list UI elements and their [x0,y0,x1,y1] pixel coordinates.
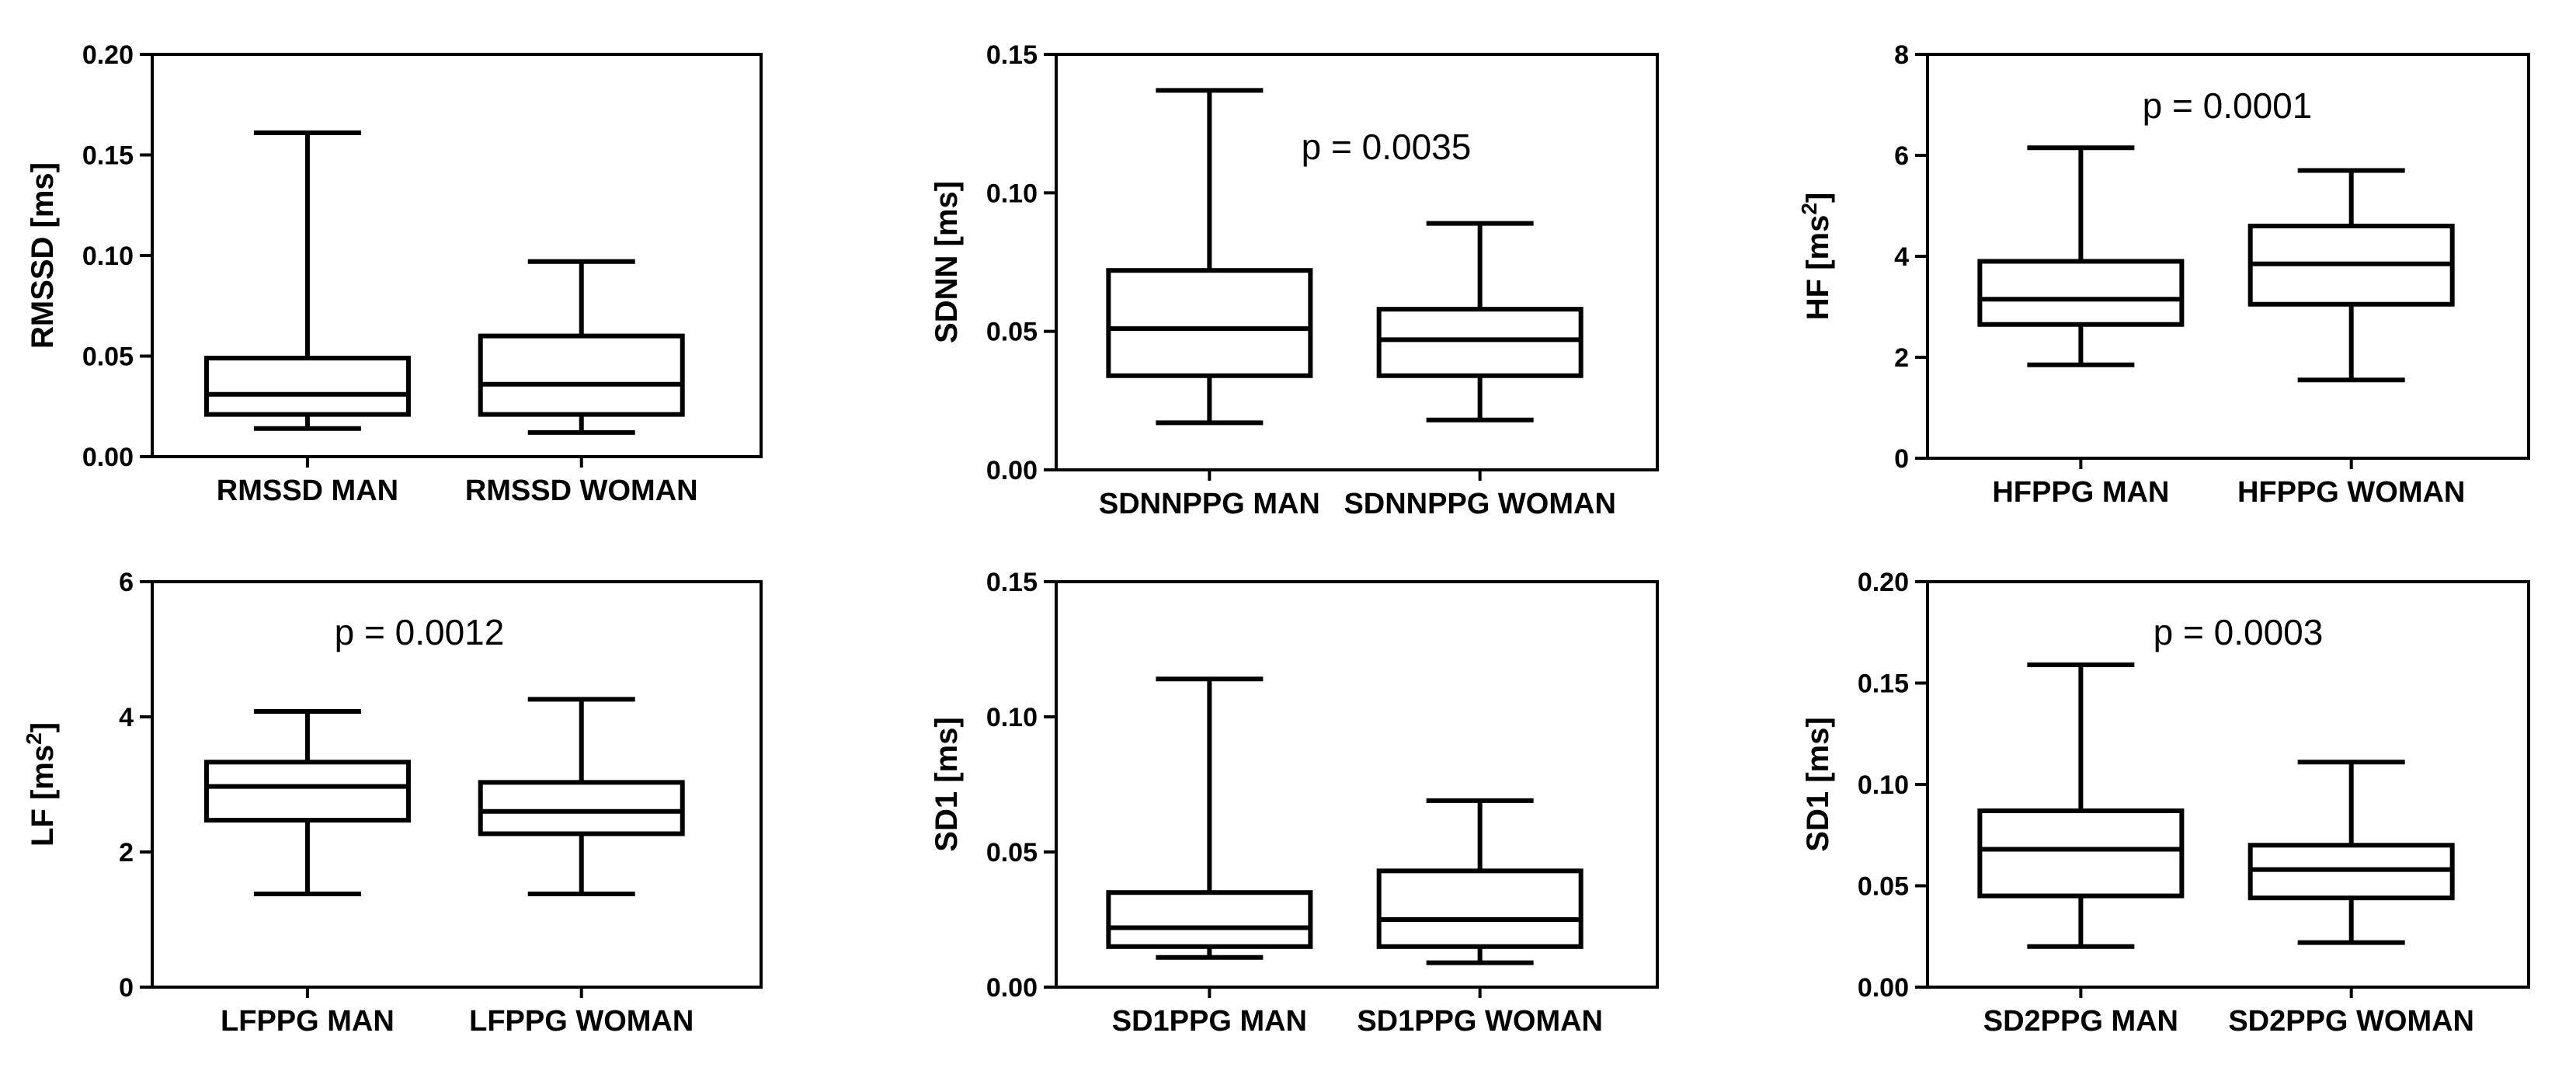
iqr-box [478,333,685,417]
y-tick-label: 0.15 [986,568,1038,597]
y-tick-label: 0.05 [986,838,1038,868]
p-value-annotation: p = 0.0003 [2154,612,2324,652]
iqr-box [1106,890,1313,949]
y-tick-label: 0.00 [986,973,1038,1003]
y-tick-label: 0 [1894,444,1909,474]
y-tick-label: 4 [119,703,134,732]
y-tick-label: 0.10 [82,242,134,271]
y-tick-label: 2 [1894,343,1909,373]
x-category-label: HFPPG WOMAN [2237,476,2465,509]
iqr-box [203,760,411,823]
x-category-label: RMSSD WOMAN [465,475,698,507]
plot-frame [1055,580,1659,989]
iqr-box [1977,259,2185,327]
box-woman: RMSSD WOMAN [465,259,698,507]
chart-panel-4: 0 2 4 6 LF [ms2] LFPPG MAN LFPPG WOMAN p = 0.00… [22,568,763,1038]
iqr-box [1106,268,1313,378]
x-category-label: LFPPG MAN [221,1005,395,1038]
y-axis-title: RMSSD [ms] [26,162,60,349]
y-tick-label: 0.15 [1858,669,1909,699]
y-tick-label: 6 [1894,141,1909,171]
x-category-label: SD2PPG WOMAN [2228,1005,2474,1038]
plot-frame [151,580,763,989]
x-category-label: SD1PPG MAN [1112,1005,1307,1038]
p-value-annotation: p = 0.0001 [2143,85,2313,126]
y-tick-label: 0.20 [82,40,134,70]
iqr-box [1376,307,1583,378]
y-axis-title: HF [ms2] [1797,193,1836,320]
box-woman: HFPPG WOMAN [2237,168,2465,509]
y-tick-label: 0.00 [82,443,134,472]
box-man: SD2PPG MAN [1977,662,2185,1038]
y-tick-label: 8 [1894,40,1909,70]
y-tick-label: 0.00 [986,456,1038,485]
box-man: LFPPG MAN [203,709,411,1038]
y-axis-title: SD1 [ms] [930,717,964,851]
iqr-box [1977,808,2185,899]
y-axis-title: LF [ms2] [22,722,61,847]
x-category-label: HFPPG MAN [1992,476,2169,509]
plot-frame [1055,53,1659,471]
x-category-label: RMSSD MAN [217,475,398,507]
x-category-label: SDNNPPG WOMAN [1344,488,1615,520]
y-tick-label: 0.05 [1858,872,1909,902]
x-category-label: SDNNPPG MAN [1099,488,1320,520]
box-man: SDNNPPG MAN [1099,88,1320,520]
y-tick-label: 0.05 [986,318,1038,347]
iqr-box [478,780,685,836]
iqr-box [1376,868,1583,949]
chart-panel-2: 0.00 0.05 0.10 0.15 SDNN [ms] SDNNPPG MAN SDNN… [930,40,1659,520]
chart-panel-1: 0.00 0.05 0.10 0.15 0.20 RMSSD [ms] RMSSD MAN R… [26,40,763,507]
box-man: SD1PPG MAN [1106,676,1313,1038]
x-category-label: SD2PPG MAN [1983,1005,2178,1038]
box-man: RMSSD MAN [203,130,411,507]
p-value-annotation: p = 0.0035 [1302,127,1472,167]
x-category-label: LFPPG WOMAN [469,1005,694,1038]
y-tick-label: 6 [119,568,134,597]
chart-panel-6: 0.00 0.05 0.10 0.15 0.20 SD1 [ms] SD2PPG MAN SD… [1801,568,2530,1038]
y-tick-label: 2 [119,838,134,868]
p-value-annotation: p = 0.0012 [335,612,505,652]
y-tick-label: 4 [1894,242,1909,272]
box-man: HFPPG MAN [1977,145,2185,509]
y-tick-label: 0.10 [986,179,1038,208]
x-category-label: SD1PPG WOMAN [1357,1005,1603,1038]
y-tick-label: 0.10 [986,703,1038,732]
box-woman: LFPPG WOMAN [469,697,694,1038]
box-woman: SD2PPG WOMAN [2228,760,2474,1038]
y-tick-label: 0.20 [1858,568,1909,597]
chart-panel-5: 0.00 0.05 0.10 0.15 SD1 [ms] SD1PPG MAN SD1PPG… [930,568,1659,1038]
y-tick-label: 0.10 [1858,770,1909,800]
box-woman: SDNNPPG WOMAN [1344,221,1616,520]
y-tick-label: 0.05 [82,343,134,372]
y-tick-label: 0.15 [82,141,134,171]
y-tick-label: 0.00 [1858,973,1909,1003]
y-tick-label: 0.15 [986,40,1038,70]
iqr-box [203,356,411,417]
y-tick-label: 0 [119,973,134,1003]
y-axis-title: SD1 [ms] [1801,717,1835,851]
chart-panel-3: 0 2 4 6 8 HF [ms2] HFPPG MAN HFPPG WOMAN p = 0.0… [1797,40,2530,509]
y-axis-title: SDNN [ms] [930,181,964,343]
box-woman: SD1PPG WOMAN [1357,798,1603,1038]
